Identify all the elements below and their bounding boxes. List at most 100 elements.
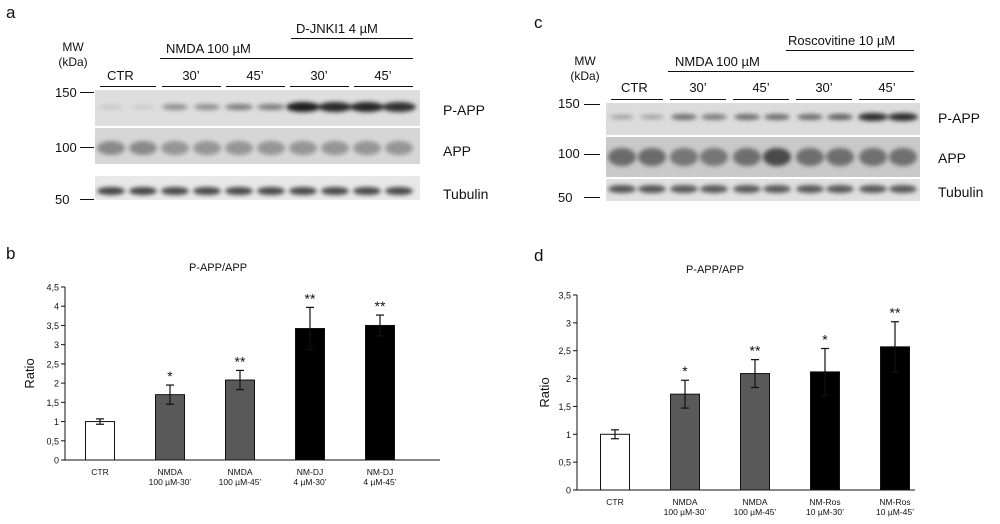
chart-b-significance: ** [375,298,386,314]
band-c-papp-6 [764,114,790,120]
chart-b-significance: * [167,368,173,384]
time-label-a-1: 30’ [182,68,200,83]
chart-d-y-tick-label: 1 [566,430,571,440]
band-c-tubulin-6 [763,185,791,193]
chart-b-category-label: 100 µM-45’ [219,477,262,487]
time-label-a-3: 30’ [310,68,328,83]
chart-title-b: P-APP/APP [188,262,248,274]
treatment-label-c: NMDA 100 µM [675,54,760,69]
band-a-tubulin-8 [321,187,349,195]
chart-d-significance: * [822,331,828,347]
band-label-a-tubulin: Tubulin [443,186,489,202]
band-a-app-6 [257,141,285,155]
treatment-line-a [160,58,413,59]
time-label-c-3: 30’ [815,80,833,95]
band-a-app-9 [353,141,381,155]
time-line-a-2 [226,86,285,87]
chart-d-category-label: NM-Ros [879,497,910,507]
band-c-tubulin-8 [826,185,854,193]
chart-d-category-label: 10 µM-30’ [806,507,844,517]
band-c-tubulin-10 [889,185,917,193]
panel-letter-c: c [534,13,543,32]
band-label-c-tubulin: Tubulin [938,184,984,200]
chart-d-category-label: 10 µM-45’ [876,507,914,517]
western-blot-a [95,90,420,200]
band-a-papp-3 [162,104,188,110]
mw-tick-a-100 [80,147,94,148]
band-a-tubulin-1 [97,187,125,195]
chart-b-category-label: 100 µM-30’ [149,477,192,487]
band-a-tubulin-6 [257,187,285,195]
ctr-line-a [100,86,156,87]
ctr-label-a: CTR [107,68,134,83]
inhibitor-line-c [786,50,914,51]
chart-b-bar [365,324,395,461]
band-a-app-5 [225,141,253,155]
time-line-c-3 [796,99,852,100]
inhibitor-line-a [291,38,413,39]
chart-d-category-label: NMDA [742,497,767,507]
band-label-c-app: APP [938,150,967,166]
panel-letter-a: a [6,3,16,22]
time-line-c-1 [670,99,726,100]
band-c-tubulin-9 [859,185,887,193]
band-a-tubulin-9 [353,187,381,195]
chart-b-category-label: NM-DJ [367,467,393,477]
chart-b-y-tick-label: 1,5 [46,398,59,408]
chart-b-bar [295,328,325,461]
chart-b-significance: ** [305,290,316,306]
band-a-app-8 [321,141,349,155]
mw-tick-c-150 [584,104,600,105]
chart-d-category-label: 100 µM-45’ [734,507,777,517]
treatment-label-a: NMDA 100 µM [166,41,251,56]
band-label-c-papp: P-APP [938,110,981,126]
time-line-c-4 [859,99,915,100]
band-a-tubulin-5 [225,187,253,195]
chart-d-category-label: NMDA [672,497,697,507]
band-a-tubulin-7 [289,187,317,195]
mw-tick-a-150 [80,92,94,93]
band-c-tubulin-7 [796,185,824,193]
chart-d-category-label: 100 µM-30’ [664,507,707,517]
chart-b-significance: ** [235,353,246,369]
band-c-tubulin-2 [638,185,666,193]
ctr-label-c: CTR [621,80,648,95]
time-label-c-2: 45’ [752,80,770,95]
panel-letter-b: b [6,244,16,263]
band-c-tubulin-3 [670,185,698,193]
ctr-line-c [611,99,663,100]
mw-marker-a-100: 100 [55,140,77,155]
band-a-papp-9 [350,102,384,112]
mw-marker-c-50: 50 [558,190,573,205]
band-c-papp-3 [671,114,697,120]
band-a-app-10 [385,141,413,155]
band-a-tubulin-2 [129,187,157,195]
chart-d-y-axis-label: Ratio [537,377,552,407]
chart-b-y-tick-label: 3 [54,340,59,350]
mw-marker-a-50: 50 [55,192,70,207]
chart-d-significance: * [682,363,688,379]
inhibitor-label-a: D-JNKI1 4 µM [296,21,378,36]
chart-d-significance: ** [750,343,761,359]
chart-b-category-label: NMDA [227,467,252,477]
chart-d-bar [600,433,630,491]
treatment-line-c [668,71,914,72]
chart-d-category-label: CTR [606,497,623,507]
band-c-papp-8 [827,114,853,120]
western-blot-c [606,103,920,201]
band-c-papp-10 [888,113,918,121]
band-c-tubulin-5 [733,185,761,193]
chart-b-bar [85,421,115,461]
band-c-app-5 [733,148,761,166]
chart-b-y-tick-label: 4 [54,302,59,312]
mw-label-c: MW (kDa) [570,54,600,83]
time-label-a-2: 45’ [246,68,264,83]
time-label-a-4: 45’ [374,68,392,83]
chart-b-y-tick-label: 0 [54,456,59,466]
band-c-papp-7 [797,114,823,120]
band-a-tubulin-3 [161,187,189,195]
band-c-app-9 [859,148,887,166]
chart-d-y-tick-label: 2,5 [558,346,571,356]
